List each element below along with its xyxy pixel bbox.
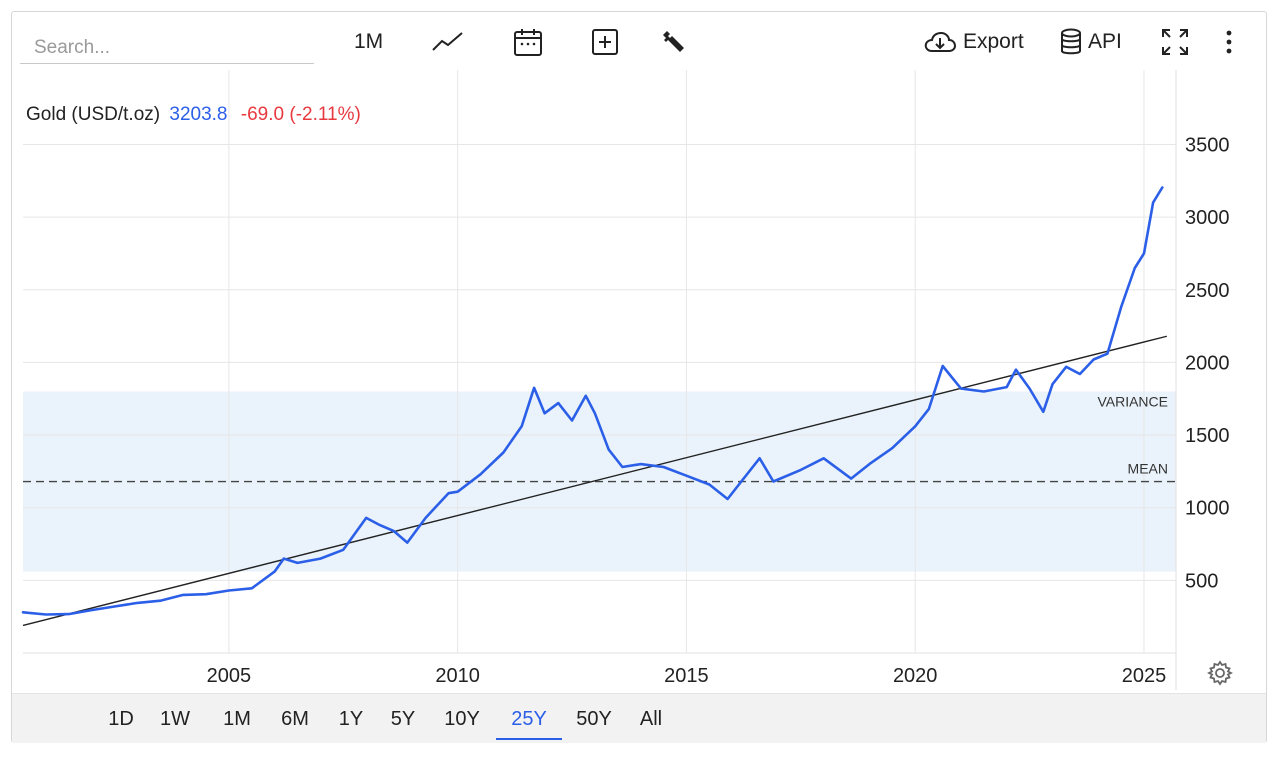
y-tick-label: 2000 bbox=[1185, 352, 1230, 374]
trend-line bbox=[22, 335, 1168, 627]
x-tick-label: 2010 bbox=[435, 665, 480, 687]
chart-type-button[interactable] bbox=[432, 24, 464, 60]
interval-label: 1M bbox=[354, 30, 384, 53]
export-label: Export bbox=[963, 30, 1024, 53]
gold-price-line bbox=[21, 186, 1164, 616]
range-50y[interactable]: 50Y bbox=[576, 708, 612, 730]
range-1d[interactable]: 1D bbox=[108, 708, 134, 730]
y-tick-label: 1500 bbox=[1185, 425, 1230, 447]
price-change: -69.0 (-2.11%) bbox=[240, 104, 361, 125]
line-chart-icon bbox=[432, 32, 463, 51]
x-tick-label: 2005 bbox=[207, 665, 252, 687]
y-tick-label: 500 bbox=[1185, 570, 1218, 592]
y-tick-label: 1000 bbox=[1185, 498, 1230, 520]
fullscreen-icon bbox=[1162, 29, 1188, 55]
range-1w[interactable]: 1W bbox=[160, 708, 190, 730]
calendar-icon bbox=[514, 29, 542, 56]
range-25y[interactable]: 25Y bbox=[496, 704, 562, 740]
search-input[interactable] bbox=[20, 28, 314, 64]
series-name: Gold (USD/t.oz) bbox=[26, 104, 161, 125]
date-range-button[interactable] bbox=[513, 24, 543, 60]
more-vertical-icon bbox=[1226, 30, 1232, 54]
x-tick-label: 2025 bbox=[1122, 665, 1167, 687]
last-price: 3203.8 bbox=[169, 104, 228, 125]
wrench-icon bbox=[663, 31, 684, 52]
database-icon bbox=[1061, 28, 1081, 55]
variance-label: VARIANCE bbox=[1097, 393, 1168, 409]
interval-button[interactable]: 1M bbox=[354, 24, 383, 60]
add-icon bbox=[592, 29, 618, 55]
range-1m[interactable]: 1M bbox=[223, 708, 251, 730]
api-button[interactable]: API bbox=[1060, 24, 1122, 60]
fullscreen-button[interactable] bbox=[1160, 24, 1190, 60]
x-tick-label: 2015 bbox=[664, 665, 709, 687]
gear-icon[interactable] bbox=[1207, 660, 1233, 686]
chart-legend: Gold (USD/t.oz) 3203.8 -69.0 (-2.11%) bbox=[26, 104, 361, 126]
more-menu-button[interactable] bbox=[1221, 24, 1237, 60]
y-tick-label: 2500 bbox=[1185, 280, 1230, 302]
range-6m[interactable]: 6M bbox=[281, 708, 309, 730]
range-10y[interactable]: 10Y bbox=[444, 708, 480, 730]
range-1y[interactable]: 1Y bbox=[338, 708, 364, 730]
range-5y[interactable]: 5Y bbox=[390, 708, 416, 730]
range-all[interactable]: All bbox=[639, 708, 663, 730]
range-selector: 1D 1W 1M 6M 1Y 5Y 10Y 25Y 50Y All bbox=[12, 693, 1266, 743]
x-tick-label: 2020 bbox=[893, 665, 938, 687]
cloud-download-icon bbox=[924, 31, 957, 52]
mean-label: MEAN bbox=[1128, 461, 1168, 477]
y-tick-label: 3500 bbox=[1185, 134, 1230, 156]
settings-tools-button[interactable] bbox=[659, 24, 687, 60]
add-indicator-button[interactable] bbox=[591, 24, 619, 60]
export-button[interactable]: Export bbox=[923, 24, 1024, 60]
y-tick-label: 3000 bbox=[1185, 207, 1230, 229]
api-label: API bbox=[1088, 30, 1122, 53]
